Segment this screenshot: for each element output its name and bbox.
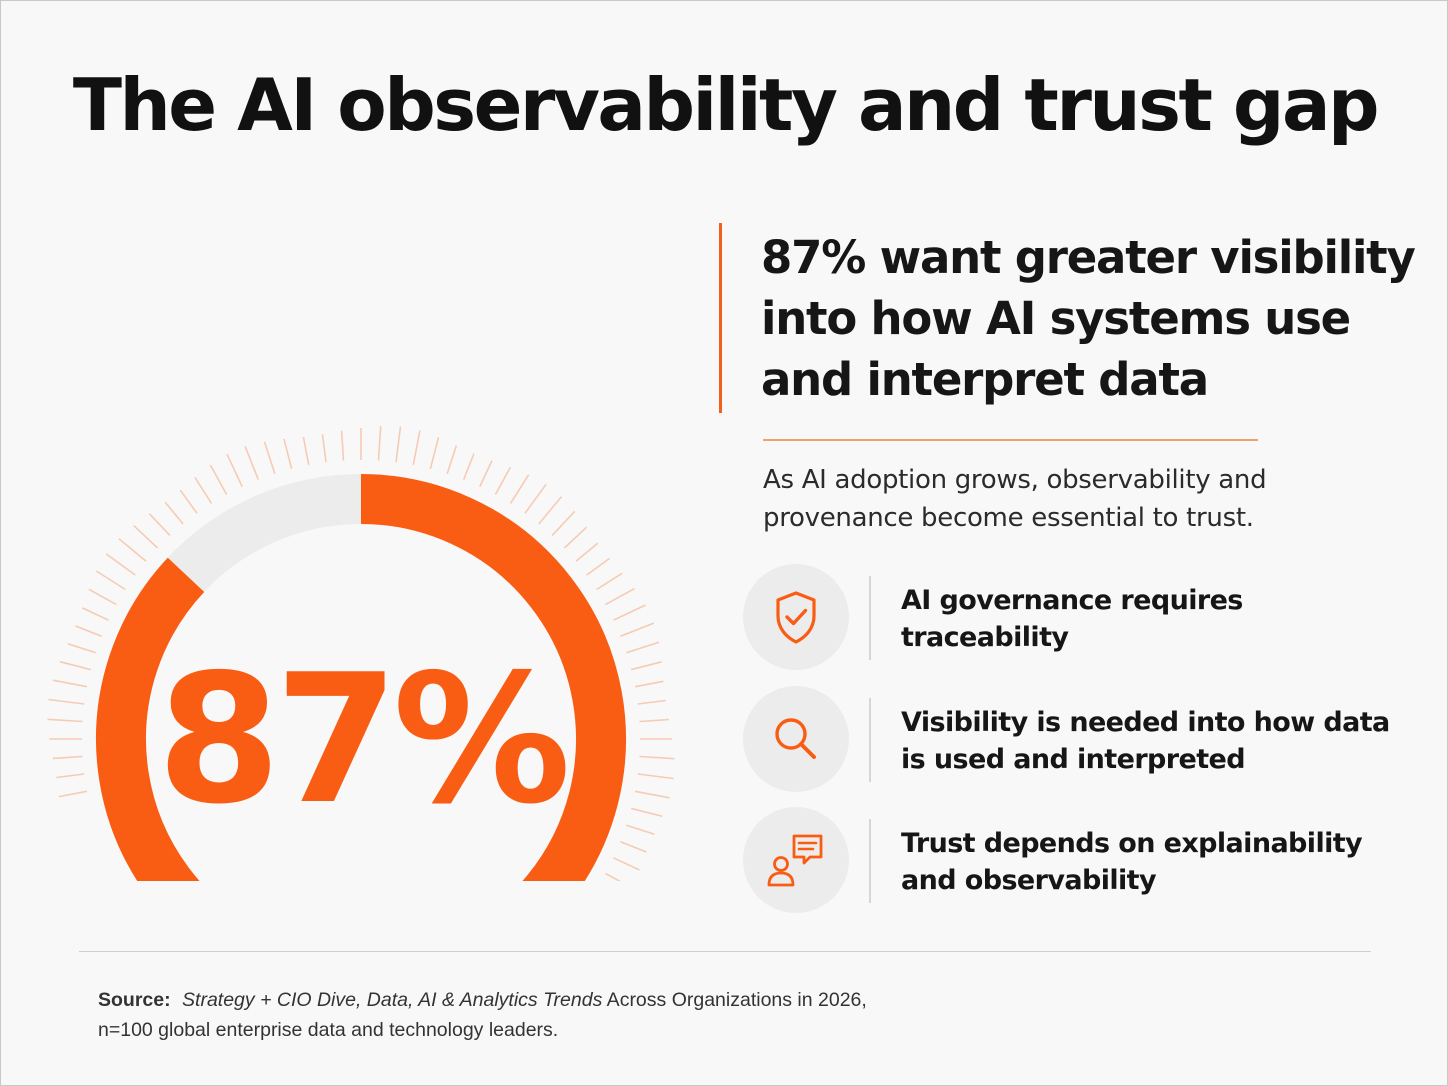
decorative-ray	[58, 790, 88, 798]
donut-value-label: 87%	[157, 636, 566, 843]
icon-circle	[743, 686, 849, 792]
decorative-ray	[551, 510, 576, 537]
decorative-ray	[538, 496, 563, 525]
decorative-ray	[377, 425, 382, 461]
donut-segment-remainder	[167, 474, 362, 593]
decorative-ray	[302, 436, 310, 466]
decorative-ray	[613, 857, 640, 871]
subtext: As AI adoption grows, observability and …	[763, 465, 1267, 533]
decorative-ray	[575, 542, 599, 562]
point-text: AI governance requires traceability	[901, 585, 1243, 653]
decorative-ray	[244, 446, 260, 480]
source-publication: Strategy + CIO Dive, Data, AI & Analytic…	[182, 989, 603, 1011]
point-separator	[869, 576, 871, 660]
point-text: Trust depends on explainability and obse…	[901, 828, 1363, 896]
decorative-ray	[95, 570, 126, 591]
decorative-ray	[631, 807, 663, 818]
decorative-ray	[48, 698, 85, 705]
source-rest: Across Organizations in 2026,	[602, 989, 867, 1011]
decorative-ray	[194, 477, 213, 504]
icon-circle	[743, 807, 849, 913]
decorative-ray	[637, 773, 674, 780]
source-label: Source:	[98, 989, 171, 1011]
source-sample: n=100 global enterprise data and technol…	[98, 1019, 559, 1041]
decorative-ray	[105, 553, 136, 576]
decorative-ray	[226, 453, 243, 487]
decorative-ray	[509, 474, 530, 504]
decorative-ray	[563, 526, 588, 549]
decorative-ray	[52, 755, 83, 760]
page-title: The AI observability and trust gap	[72, 63, 1380, 147]
decorative-ray	[626, 641, 660, 654]
decorative-ray	[479, 460, 493, 487]
decorative-ray	[283, 438, 293, 469]
donut-segment-value	[96, 474, 626, 881]
decorative-ray	[605, 587, 635, 606]
decorative-ray	[81, 607, 109, 621]
decorative-rays	[47, 425, 675, 881]
decorative-ray	[634, 680, 664, 688]
decorative-ray	[47, 718, 83, 723]
footer-divider	[79, 951, 1371, 952]
decorative-ray	[634, 790, 670, 799]
decorative-ray	[148, 513, 171, 537]
decorative-ray	[209, 464, 228, 495]
decorative-ray	[59, 660, 91, 671]
point-trust: Trust depends on explainability and obse…	[743, 807, 1403, 917]
decorative-ray	[429, 437, 440, 469]
headline-divider	[763, 439, 1258, 441]
point-separator	[869, 698, 871, 782]
headline: 87% want greater visibility into how AI …	[761, 231, 1416, 406]
person-speech-bubble-icon	[767, 834, 823, 887]
point-separator	[869, 819, 871, 903]
donut-chart: 87%	[47, 425, 675, 881]
source-note: Source: Strategy + CIO Dive, Data, AI & …	[98, 985, 1198, 1045]
decorative-ray	[118, 538, 147, 562]
decorative-ray	[179, 489, 198, 514]
decorative-ray	[263, 441, 276, 474]
decorative-ray	[626, 824, 655, 836]
decorative-ray	[462, 453, 475, 480]
decorative-ray	[56, 773, 85, 779]
decorative-ray	[88, 588, 117, 606]
decorative-ray	[67, 643, 96, 654]
headline-accent-bar	[719, 223, 722, 413]
decorative-ray	[340, 430, 345, 461]
decorative-ray	[412, 430, 421, 466]
point-governance: AI governance requires traceability	[743, 564, 1403, 674]
decorative-ray	[620, 622, 655, 638]
decorative-ray	[613, 604, 646, 621]
decorative-ray	[52, 679, 88, 688]
decorative-ray	[586, 557, 611, 576]
decorative-ray	[164, 501, 184, 525]
decorative-ray	[639, 718, 669, 723]
decorative-ray	[631, 661, 662, 671]
decorative-ray	[446, 445, 458, 474]
decorative-ray	[605, 872, 621, 881]
magnifier-icon	[775, 718, 816, 759]
decorative-ray	[637, 699, 666, 705]
decorative-ray	[133, 525, 159, 549]
decorative-ray	[494, 466, 512, 495]
point-visibility: Visibility is needed into how data is us…	[743, 686, 1403, 796]
decorative-ray	[639, 755, 675, 760]
donut-rings	[96, 474, 626, 881]
point-text: Visibility is needed into how data is us…	[901, 707, 1390, 775]
shield-check-icon	[776, 591, 816, 644]
decorative-ray	[620, 840, 647, 853]
decorative-ray	[321, 434, 327, 463]
decorative-ray	[395, 426, 402, 463]
icon-circle	[743, 564, 849, 670]
decorative-ray	[596, 572, 623, 591]
decorative-ray	[524, 483, 547, 514]
decorative-ray	[75, 625, 102, 638]
